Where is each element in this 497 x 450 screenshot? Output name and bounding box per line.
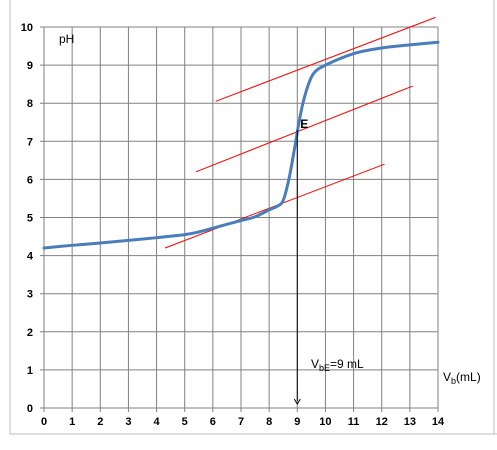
y-tick-label: 10 [21,22,33,34]
y-tick-label: 1 [27,365,33,377]
x-tick-label: 2 [97,416,103,428]
x-tick-label: 3 [125,416,131,428]
y-tick-label: 6 [27,174,33,186]
y-tick-label: 3 [27,289,33,301]
x-tick-label: 0 [41,416,47,428]
x-tick-label: 14 [432,416,445,428]
x-tick-label: 11 [348,416,360,428]
y-tick-label: 2 [27,327,33,339]
equivalence-point-label: E [300,117,308,131]
x-tick-label: 6 [210,416,216,428]
y-tick-label: 8 [27,98,33,110]
x-tick-label: 5 [182,416,188,428]
x-tick-label: 7 [238,416,244,428]
y-tick-label: 4 [27,251,34,263]
tangent-line [215,17,436,102]
equivalence-arrow-head [293,398,301,405]
x-tick-label: 9 [294,416,300,428]
x-tick-label: 8 [266,416,272,428]
tangent-line [195,85,413,173]
titration-curve-line [42,40,440,250]
y-axis-title: pH [59,32,74,46]
y-tick-label: 5 [27,213,33,225]
y-tick-label: 0 [27,403,33,415]
grid-lines [44,26,439,408]
x-tick-label: 1 [69,416,75,428]
y-tick-label: 9 [27,60,33,72]
equivalence-volume-label: VbE=9 mL [311,357,364,373]
annotations: E [293,117,308,405]
x-tick-label: 12 [376,416,388,428]
y-tick-label: 7 [27,136,33,148]
x-axis-title: Vb(mL) [443,370,481,386]
x-tick-label: 13 [404,416,416,428]
x-tick-label: 10 [319,416,331,428]
titration-curve [42,40,440,250]
x-tick-label: 4 [154,416,161,428]
